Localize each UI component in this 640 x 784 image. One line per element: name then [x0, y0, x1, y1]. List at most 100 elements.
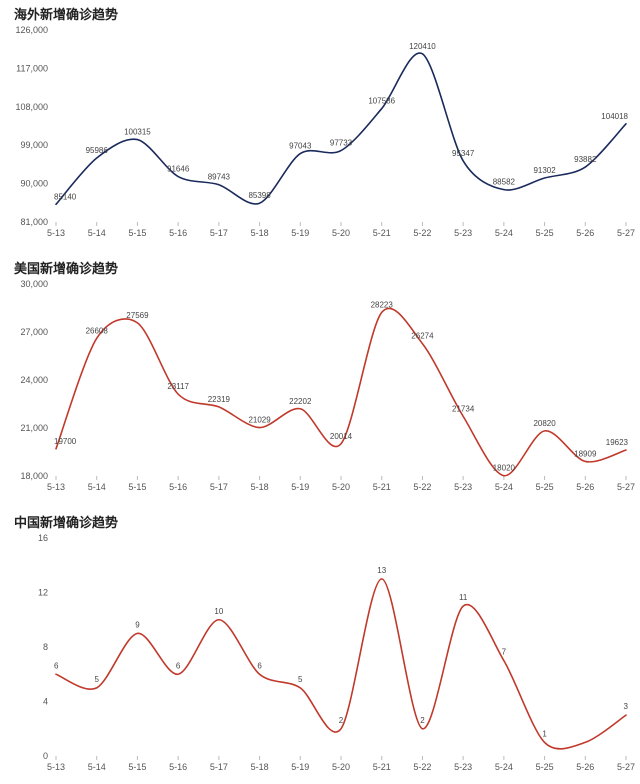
point-label: 3 — [624, 702, 629, 711]
point-label: 28223 — [371, 300, 394, 309]
x-tick-label: 5-16 — [169, 482, 187, 492]
x-tick-label: 5-25 — [536, 762, 554, 772]
point-label: 89743 — [208, 173, 231, 182]
y-tick-label: 27,000 — [20, 327, 48, 337]
point-label: 9 — [135, 620, 140, 629]
x-tick-label: 5-26 — [576, 228, 594, 238]
point-label: 91302 — [533, 166, 556, 175]
point-label: 85140 — [54, 192, 77, 201]
x-tick-label: 5-27 — [617, 482, 635, 492]
point-label: 10 — [214, 607, 223, 616]
x-tick-label: 5-21 — [373, 762, 391, 772]
point-label: 95986 — [86, 146, 109, 155]
point-label: 104018 — [601, 112, 628, 121]
point-label: 6 — [257, 661, 262, 670]
x-tick-label: 5-20 — [332, 482, 350, 492]
x-tick-label: 5-24 — [495, 762, 513, 772]
x-tick-label: 5-18 — [251, 482, 269, 492]
point-label: 5 — [94, 675, 99, 684]
point-label: 1 — [542, 729, 547, 738]
chart-title: 海外新增确诊趋势 — [14, 4, 118, 23]
point-label: 26274 — [411, 332, 434, 341]
x-tick-label: 5-17 — [210, 482, 228, 492]
x-tick-label: 5-22 — [413, 482, 431, 492]
x-tick-label: 5-15 — [128, 762, 146, 772]
x-tick-label: 5-15 — [128, 228, 146, 238]
point-label: 120410 — [409, 42, 436, 51]
x-tick-label: 5-26 — [576, 762, 594, 772]
point-label: 21734 — [452, 404, 475, 413]
point-label: 13 — [377, 566, 386, 575]
point-label: 93882 — [574, 155, 597, 164]
y-tick-label: 4 — [43, 697, 48, 707]
chart-title: 中国新增确诊趋势 — [14, 512, 118, 531]
x-tick-label: 5-25 — [536, 228, 554, 238]
x-tick-label: 5-17 — [210, 228, 228, 238]
y-tick-label: 99,000 — [20, 140, 48, 150]
x-tick-label: 5-19 — [291, 482, 309, 492]
point-label: 7 — [502, 648, 507, 657]
x-tick-label: 5-26 — [576, 482, 594, 492]
point-label: 21029 — [248, 416, 271, 425]
y-tick-label: 0 — [43, 751, 48, 761]
chart-title: 美国新增确诊趋势 — [14, 258, 118, 277]
chart-svg: 18,00021,00024,00027,00030,0005-135-145-… — [0, 276, 640, 498]
point-label: 22319 — [208, 395, 231, 404]
x-tick-label: 5-14 — [88, 482, 106, 492]
point-label: 22202 — [289, 397, 312, 406]
y-tick-label: 16 — [38, 533, 48, 543]
x-tick-label: 5-18 — [251, 762, 269, 772]
x-tick-label: 5-23 — [454, 762, 472, 772]
y-tick-label: 117,000 — [16, 63, 48, 73]
x-tick-label: 5-14 — [88, 762, 106, 772]
point-label: 88582 — [493, 178, 516, 187]
series-line — [56, 308, 626, 475]
point-label: 97733 — [330, 139, 353, 148]
x-tick-label: 5-17 — [210, 762, 228, 772]
x-tick-label: 5-19 — [291, 762, 309, 772]
point-label: 100315 — [124, 128, 151, 137]
x-tick-label: 5-22 — [413, 762, 431, 772]
x-tick-label: 5-20 — [332, 228, 350, 238]
x-tick-label: 5-20 — [332, 762, 350, 772]
chart-china: 中国新增确诊趋势04812165-135-145-155-165-175-185… — [0, 512, 640, 772]
point-label: 20014 — [330, 432, 353, 441]
point-label: 27569 — [126, 311, 149, 320]
point-label: 2 — [420, 716, 425, 725]
y-tick-label: 90,000 — [20, 179, 48, 189]
y-tick-label: 18,000 — [20, 471, 48, 481]
chart-overseas: 海外新增确诊趋势81,00090,00099,000108,000117,000… — [0, 4, 640, 244]
x-tick-label: 5-27 — [617, 762, 635, 772]
x-tick-label: 5-27 — [617, 228, 635, 238]
y-tick-label: 8 — [43, 642, 48, 652]
page-root: 海外新增确诊趋势81,00090,00099,000108,000117,000… — [0, 0, 640, 784]
x-tick-label: 5-23 — [454, 228, 472, 238]
x-tick-label: 5-13 — [47, 228, 65, 238]
y-tick-label: 24,000 — [20, 375, 48, 385]
y-tick-label: 126,000 — [15, 25, 48, 35]
y-tick-label: 21,000 — [20, 423, 48, 433]
x-tick-label: 5-23 — [454, 482, 472, 492]
point-label: 107586 — [368, 97, 395, 106]
y-tick-label: 12 — [38, 588, 48, 598]
chart-svg: 04812165-135-145-155-165-175-185-195-205… — [0, 530, 640, 778]
point-label: 19623 — [606, 438, 629, 447]
x-tick-label: 5-25 — [536, 482, 554, 492]
x-tick-label: 5-24 — [495, 482, 513, 492]
x-tick-label: 5-19 — [291, 228, 309, 238]
point-label: 95347 — [452, 149, 475, 158]
point-label: 18909 — [574, 449, 597, 458]
chart-usa: 美国新增确诊趋势18,00021,00024,00027,00030,0005-… — [0, 258, 640, 498]
point-label: 19700 — [54, 437, 77, 446]
point-label: 23117 — [167, 382, 189, 391]
point-label: 11 — [459, 593, 468, 602]
x-tick-label: 5-22 — [413, 228, 431, 238]
x-tick-label: 5-24 — [495, 228, 513, 238]
x-tick-label: 5-15 — [128, 482, 146, 492]
x-tick-label: 5-21 — [373, 228, 391, 238]
point-label: 97043 — [289, 142, 312, 151]
point-label: 18020 — [493, 464, 516, 473]
x-tick-label: 5-21 — [373, 482, 391, 492]
x-tick-label: 5-18 — [251, 228, 269, 238]
point-label: 6 — [176, 661, 181, 670]
